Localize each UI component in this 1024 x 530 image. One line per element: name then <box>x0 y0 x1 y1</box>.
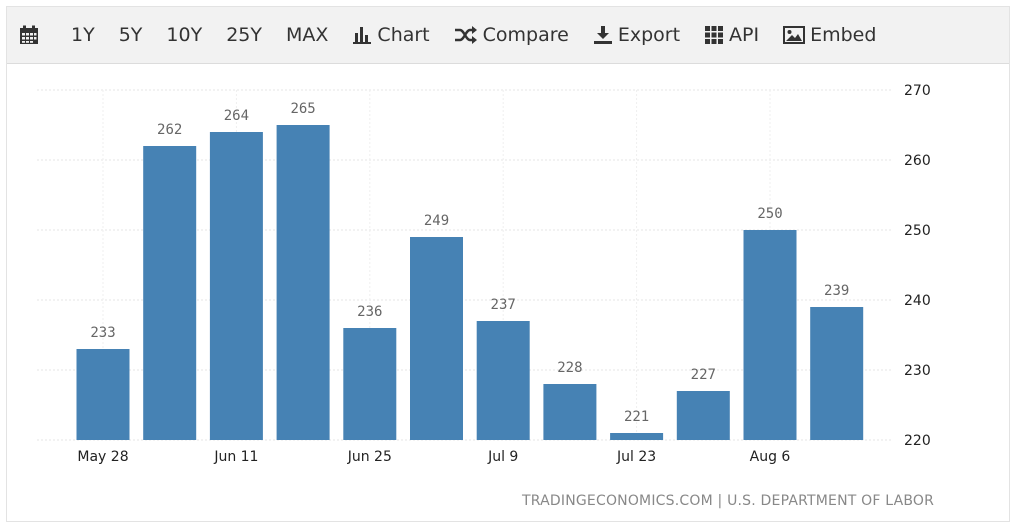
x-tick-label: May 28 <box>77 449 128 465</box>
bar-value-label: 264 <box>224 108 249 124</box>
range-max-button[interactable]: MAX <box>286 24 329 46</box>
embed-button-label: Embed <box>810 24 877 46</box>
range-5y-button[interactable]: 5Y <box>118 24 143 46</box>
bar[interactable] <box>743 230 797 440</box>
bar-value-label: 227 <box>691 367 716 383</box>
bar[interactable] <box>76 349 130 440</box>
bar-value-label: 250 <box>757 206 782 222</box>
chart-button[interactable]: Chart <box>340 7 441 63</box>
bar[interactable] <box>410 237 463 440</box>
bar[interactable] <box>543 384 597 440</box>
calendar-button[interactable] <box>7 7 59 63</box>
shuffle-icon <box>454 26 477 44</box>
bar[interactable] <box>676 391 730 440</box>
source-credit: TRADINGECONOMICS.COM | U.S. DEPARTMENT O… <box>522 493 935 509</box>
bar-value-label: 237 <box>491 297 516 313</box>
calendar-icon <box>20 25 38 44</box>
bar-value-label: 262 <box>157 122 182 138</box>
bar-value-label: 221 <box>624 409 649 425</box>
bar[interactable] <box>476 321 530 440</box>
x-tick-label: Jul 9 <box>487 449 518 465</box>
x-tick-label: Jul 23 <box>616 449 656 465</box>
bar-value-label: 239 <box>824 283 849 299</box>
y-tick-label: 230 <box>904 363 931 379</box>
compare-button[interactable]: Compare <box>442 7 581 63</box>
api-button[interactable]: API <box>692 7 771 63</box>
download-icon <box>593 26 612 44</box>
bar-value-label: 236 <box>357 304 382 320</box>
x-tick-label: Jun 25 <box>347 449 392 465</box>
x-tick-label: Aug 6 <box>750 449 791 465</box>
chart-frame: 1Y 5Y 10Y 25Y MAX Chart Compare <box>6 6 1010 522</box>
bar[interactable] <box>343 328 397 440</box>
chart-button-label: Chart <box>377 24 430 46</box>
image-icon <box>783 26 806 44</box>
api-button-label: API <box>729 24 760 46</box>
y-tick-label: 220 <box>904 433 931 449</box>
y-tick-label: 270 <box>904 83 931 99</box>
export-button[interactable]: Export <box>581 7 692 63</box>
bar-value-label: 233 <box>90 325 115 341</box>
bar[interactable] <box>810 307 864 440</box>
x-tick-label: Jun 11 <box>213 449 258 465</box>
bar-value-label: 249 <box>424 213 449 229</box>
bar-chart-icon <box>353 27 372 44</box>
bar-chart: 233 262 264 265 236 249 237 228 221 227 250 239 220… <box>37 83 931 465</box>
bar[interactable] <box>143 146 197 440</box>
export-button-label: Export <box>617 24 681 46</box>
range-25y-button[interactable]: 25Y <box>226 24 262 46</box>
y-tick-label: 240 <box>904 293 931 309</box>
embed-button[interactable]: Embed <box>771 7 888 63</box>
range-1y-button[interactable]: 1Y <box>71 24 95 46</box>
y-tick-label: 260 <box>904 153 931 169</box>
y-tick-label: 250 <box>904 223 931 239</box>
bar[interactable] <box>209 132 263 440</box>
bar[interactable] <box>610 433 664 440</box>
toolbar: 1Y 5Y 10Y 25Y MAX Chart Compare <box>7 7 1009 64</box>
compare-button-label: Compare <box>482 24 569 46</box>
bar-value-label: 265 <box>290 101 315 117</box>
bar-value-label: 228 <box>557 360 582 376</box>
range-10y-button[interactable]: 10Y <box>166 24 203 46</box>
grid-icon <box>705 26 724 44</box>
bar[interactable] <box>276 125 330 440</box>
